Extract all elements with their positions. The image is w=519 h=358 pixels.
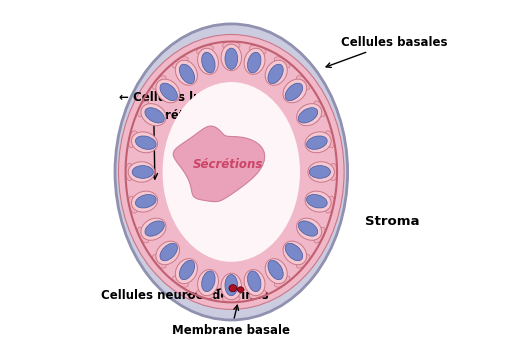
Ellipse shape bbox=[198, 48, 218, 74]
Ellipse shape bbox=[162, 82, 300, 262]
Ellipse shape bbox=[135, 136, 156, 149]
Ellipse shape bbox=[197, 289, 213, 299]
Ellipse shape bbox=[132, 166, 153, 178]
Ellipse shape bbox=[285, 243, 303, 261]
Ellipse shape bbox=[296, 218, 322, 240]
Polygon shape bbox=[173, 126, 265, 202]
Ellipse shape bbox=[202, 271, 215, 292]
Ellipse shape bbox=[180, 64, 195, 83]
Ellipse shape bbox=[197, 45, 213, 54]
Ellipse shape bbox=[153, 255, 166, 268]
Ellipse shape bbox=[275, 276, 290, 287]
Ellipse shape bbox=[283, 79, 307, 103]
Text: Membrane basale: Membrane basale bbox=[172, 305, 290, 337]
Ellipse shape bbox=[141, 218, 166, 240]
Ellipse shape bbox=[173, 276, 188, 287]
Ellipse shape bbox=[325, 131, 334, 148]
Ellipse shape bbox=[283, 241, 307, 265]
Ellipse shape bbox=[128, 131, 138, 148]
Text: Sécrétions: Sécrétions bbox=[193, 158, 263, 171]
Ellipse shape bbox=[131, 132, 158, 153]
Ellipse shape bbox=[298, 221, 318, 236]
Ellipse shape bbox=[202, 52, 215, 73]
Ellipse shape bbox=[296, 103, 322, 126]
Ellipse shape bbox=[244, 270, 265, 296]
Ellipse shape bbox=[296, 76, 310, 90]
Ellipse shape bbox=[118, 34, 344, 309]
Ellipse shape bbox=[145, 221, 165, 236]
Ellipse shape bbox=[248, 52, 261, 73]
Ellipse shape bbox=[128, 196, 138, 213]
Ellipse shape bbox=[141, 103, 166, 126]
Ellipse shape bbox=[249, 289, 266, 299]
Ellipse shape bbox=[131, 191, 158, 212]
Ellipse shape bbox=[329, 163, 337, 181]
Ellipse shape bbox=[307, 194, 327, 208]
Ellipse shape bbox=[309, 166, 331, 178]
Ellipse shape bbox=[223, 41, 240, 50]
Ellipse shape bbox=[198, 270, 218, 296]
Ellipse shape bbox=[249, 45, 266, 54]
Ellipse shape bbox=[225, 48, 238, 69]
Ellipse shape bbox=[244, 48, 265, 74]
Ellipse shape bbox=[223, 294, 240, 303]
Ellipse shape bbox=[305, 191, 331, 212]
Ellipse shape bbox=[305, 132, 331, 153]
Ellipse shape bbox=[115, 24, 348, 320]
Ellipse shape bbox=[229, 285, 237, 292]
Ellipse shape bbox=[221, 44, 241, 71]
Ellipse shape bbox=[128, 162, 155, 182]
Ellipse shape bbox=[248, 271, 261, 292]
Ellipse shape bbox=[145, 108, 165, 123]
Ellipse shape bbox=[296, 255, 310, 268]
Ellipse shape bbox=[314, 101, 325, 117]
Ellipse shape bbox=[265, 60, 288, 85]
Ellipse shape bbox=[156, 79, 180, 103]
Ellipse shape bbox=[156, 241, 180, 265]
Ellipse shape bbox=[175, 258, 197, 284]
Text: sécrétrices: sécrétrices bbox=[143, 109, 216, 122]
Ellipse shape bbox=[160, 243, 177, 261]
Text: Cellules basales: Cellules basales bbox=[326, 35, 447, 67]
Ellipse shape bbox=[153, 76, 166, 90]
Ellipse shape bbox=[285, 83, 303, 101]
Ellipse shape bbox=[180, 260, 195, 280]
Ellipse shape bbox=[160, 83, 177, 101]
Ellipse shape bbox=[268, 64, 283, 83]
Ellipse shape bbox=[138, 101, 149, 117]
Ellipse shape bbox=[173, 57, 188, 68]
Ellipse shape bbox=[125, 163, 134, 181]
Ellipse shape bbox=[265, 258, 288, 284]
Ellipse shape bbox=[275, 57, 290, 68]
Text: ← Cellules luminales: ← Cellules luminales bbox=[118, 91, 252, 105]
Ellipse shape bbox=[325, 196, 334, 213]
Ellipse shape bbox=[175, 60, 197, 85]
Ellipse shape bbox=[135, 194, 156, 208]
Ellipse shape bbox=[307, 136, 327, 149]
Ellipse shape bbox=[124, 36, 339, 308]
Ellipse shape bbox=[314, 227, 325, 243]
Ellipse shape bbox=[221, 273, 241, 300]
Ellipse shape bbox=[138, 227, 149, 243]
Ellipse shape bbox=[308, 162, 334, 182]
Text: Stroma: Stroma bbox=[365, 215, 420, 228]
Ellipse shape bbox=[298, 108, 318, 123]
Ellipse shape bbox=[225, 275, 238, 296]
Text: Cellules neuroendocrines: Cellules neuroendocrines bbox=[101, 286, 268, 302]
Ellipse shape bbox=[238, 287, 244, 292]
Ellipse shape bbox=[268, 260, 283, 280]
